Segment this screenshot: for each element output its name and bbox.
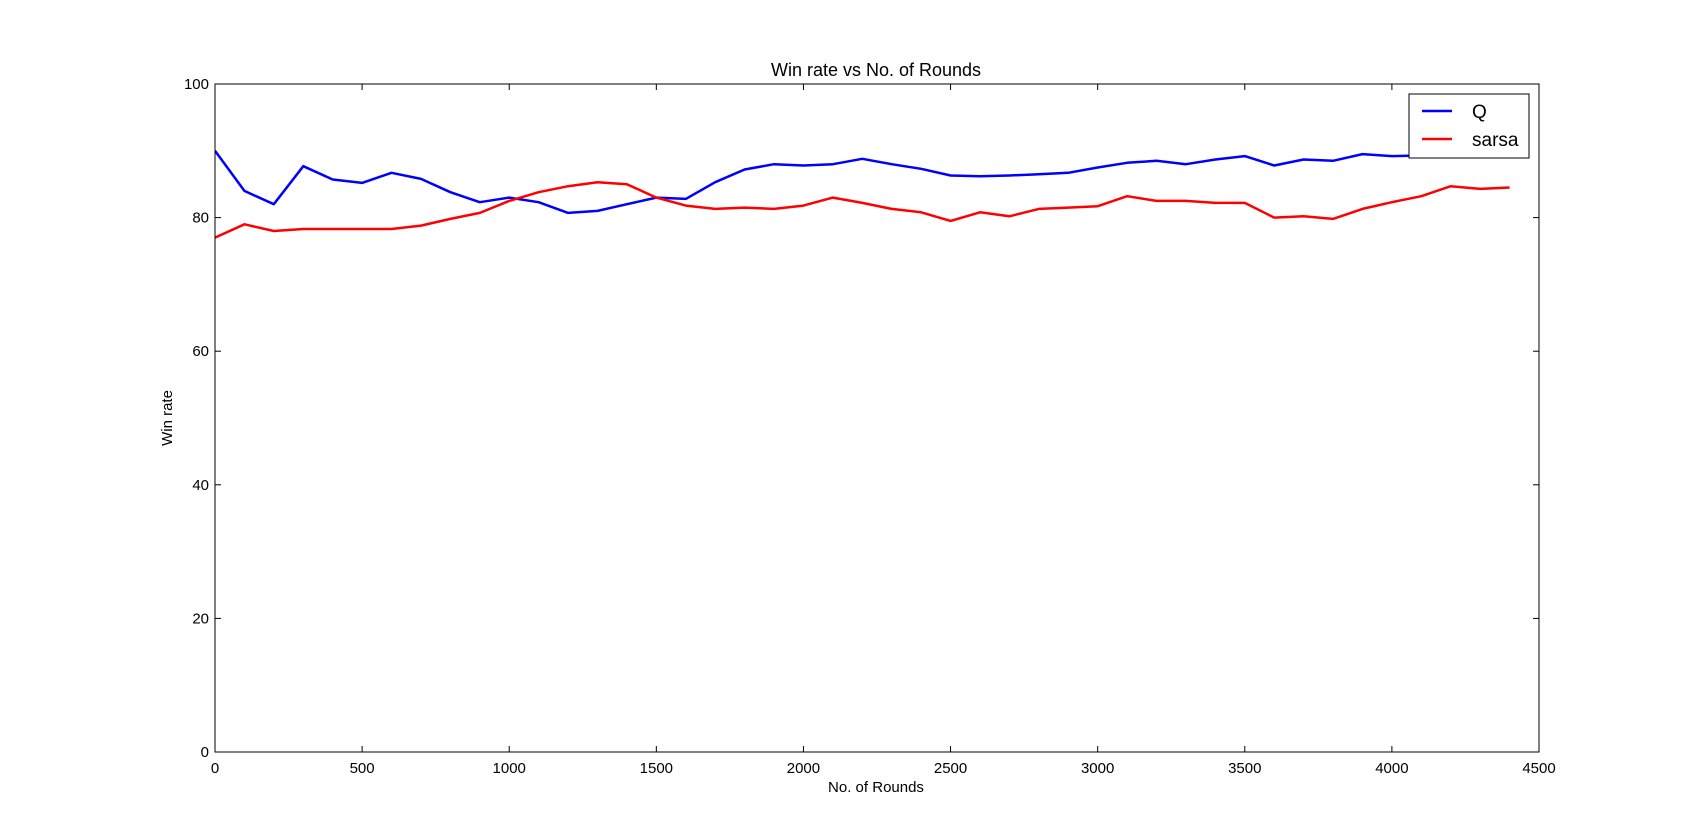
plot-frame	[214, 83, 1540, 753]
y-tick-label: 80	[192, 210, 209, 227]
chart-title: Win rate vs No. of Rounds	[771, 60, 981, 80]
x-tick-label: 500	[350, 760, 375, 777]
legend-label-q: Q	[1472, 102, 1487, 123]
y-tick-label: 100	[184, 76, 209, 93]
x-tick-label: 3500	[1228, 760, 1261, 777]
x-tick-label: 4000	[1375, 760, 1408, 777]
y-tick-label: 20	[192, 610, 209, 627]
plot-area	[215, 150, 1510, 239]
x-tick-label: 2000	[787, 760, 820, 777]
legend: Q sarsa	[1408, 93, 1530, 159]
legend-label-sarsa: sarsa	[1472, 130, 1519, 151]
legend-box	[1408, 93, 1530, 159]
x-tick-label: 0	[211, 760, 219, 777]
series-line-sarsa	[215, 180, 1510, 239]
x-tick-label: 3000	[1081, 760, 1114, 777]
x-tick-label: 2500	[934, 760, 967, 777]
series-line-q	[215, 150, 1510, 215]
x-axis-label: No. of Rounds	[828, 779, 924, 796]
y-tick-label: 40	[192, 477, 209, 494]
axes: 0 500 1000 1500 2000 2500 3000 3500 4000 4500 0 20 4…	[184, 76, 1556, 777]
x-tick-label: 1500	[640, 760, 673, 777]
y-axis-label: Win rate	[159, 390, 176, 446]
y-tick-label: 0	[201, 744, 209, 761]
x-tick-label: 4500	[1522, 760, 1555, 777]
x-tick-label: 1000	[493, 760, 526, 777]
y-tick-label: 60	[192, 343, 209, 360]
